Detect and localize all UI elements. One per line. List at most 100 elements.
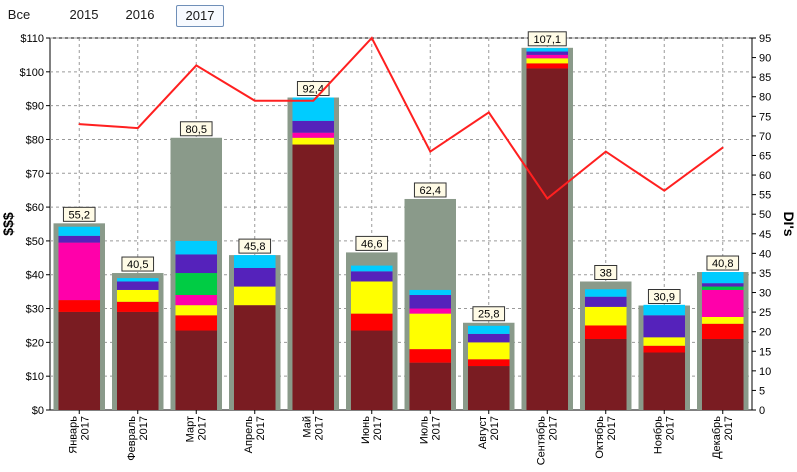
stack-segment (409, 349, 452, 363)
x-tick-label-year: 2017 (723, 416, 735, 440)
stack-segment (175, 254, 218, 274)
y2-tick-label: 60 (759, 170, 771, 182)
di-point (78, 123, 81, 125)
stack-segment (233, 305, 276, 410)
stack-segment (116, 311, 159, 410)
total-label-box (647, 289, 681, 305)
x-tick-label-month: Сентябрь (535, 416, 547, 466)
y2-tick-label: 25 (759, 307, 771, 319)
stack-segment (584, 325, 627, 339)
x-tick-label-month: Январь (67, 416, 79, 454)
stack-segment (584, 306, 627, 326)
stack-segment (643, 337, 686, 346)
x-tick-label-month: Март (184, 416, 196, 442)
y2-tick-label: 55 (759, 190, 771, 202)
total-label-box (179, 121, 213, 137)
total-label: 38 (600, 267, 612, 279)
stack-segment (350, 313, 393, 331)
x-tick-label-month: Декабрь (711, 416, 723, 459)
total-label: 25,8 (478, 309, 499, 321)
x-tick-label-year: 2017 (664, 416, 676, 440)
stack-segment (292, 132, 335, 138)
stack-segment (58, 235, 101, 243)
di-point (487, 111, 490, 114)
di-point (546, 197, 549, 200)
tab-2015[interactable]: 2015 (69, 7, 99, 22)
stack-segment (467, 342, 510, 360)
tab-2016[interactable]: 2016 (125, 7, 155, 22)
stack-segment (701, 272, 744, 284)
stack-segment (409, 289, 452, 296)
total-label: 55,2 (69, 209, 90, 221)
total-label: 62,4 (420, 185, 441, 197)
y-tick-label: $80 (26, 134, 44, 146)
di-point (370, 37, 373, 39)
stack-segment (701, 338, 744, 410)
x-tick-label-year: 2017 (372, 416, 384, 440)
tab-2017[interactable]: 2017 (176, 5, 224, 27)
stack-segment (409, 313, 452, 350)
stack-segment (526, 63, 569, 69)
total-label-box (238, 238, 272, 254)
stack-segment (409, 295, 452, 309)
total-label: 40,5 (127, 259, 148, 271)
total-label: 40,8 (712, 258, 733, 270)
stack-segment (116, 289, 159, 302)
y-tick-label: $20 (26, 337, 44, 349)
stack-segment (175, 295, 218, 306)
y2-tick-label: 50 (759, 209, 771, 221)
stack-segment (701, 286, 744, 290)
y2-tick-label: 85 (759, 72, 771, 84)
x-tick-label-month: Ноябрь (652, 416, 664, 454)
x-tick-label-month: Июль (418, 416, 430, 444)
y2-axis-title: DI's (781, 211, 797, 236)
di-point (663, 189, 666, 192)
stack-segment (58, 300, 101, 312)
y2-tick-label: 40 (759, 248, 771, 260)
x-tick-label-year: 2017 (489, 416, 501, 440)
x-tick-label-month: Август (477, 416, 489, 449)
x-tick-label-year: 2017 (313, 416, 325, 440)
y2-tick-label: 10 (759, 366, 771, 378)
x-tick-label-month: Июнь (360, 416, 372, 444)
year-tabs: Все 2015 2016 2017 (0, 0, 797, 30)
y2-tick-label: 65 (759, 150, 771, 162)
total-label: 92,4 (303, 84, 324, 96)
stack-segment (292, 97, 335, 121)
y-tick-label: $50 (26, 236, 44, 248)
tab-all[interactable]: Все (7, 7, 31, 22)
total-label: 80,5 (186, 124, 207, 136)
stack-segment (526, 51, 569, 55)
y-tick-label: $0 (32, 405, 44, 417)
stack-segment (58, 226, 101, 236)
total-label-box (594, 264, 618, 280)
stack-segment (58, 242, 101, 301)
stack-segment (701, 323, 744, 339)
stack-segment (350, 271, 393, 282)
stack-segment (175, 315, 218, 331)
stack-segment (350, 281, 393, 314)
stack-segment (292, 144, 335, 410)
total-label-box (121, 256, 155, 272)
di-point (429, 150, 432, 153)
x-tick-label-year: 2017 (196, 416, 208, 440)
total-label-box (472, 306, 506, 322)
y2-tick-label: 45 (759, 229, 771, 241)
x-tick-label-month: Октябрь (594, 416, 606, 459)
x-tick-label-month: Февраль (126, 416, 138, 461)
stack-segment (467, 366, 510, 410)
stack-segment (233, 255, 276, 268)
di-point (136, 127, 139, 129)
y-tick-label: $30 (26, 304, 44, 316)
stack-segment (467, 359, 510, 367)
total-label: 46,6 (361, 238, 382, 250)
di-point (253, 99, 256, 102)
y-tick-label: $100 (20, 67, 44, 79)
stack-segment (116, 301, 159, 312)
y2-tick-label: 90 (759, 53, 771, 65)
stack-segment (643, 304, 686, 316)
stack-segment (526, 58, 569, 64)
x-tick-label-year: 2017 (138, 416, 150, 440)
stack-segment (526, 54, 569, 59)
y2-tick-label: 5 (759, 385, 765, 397)
